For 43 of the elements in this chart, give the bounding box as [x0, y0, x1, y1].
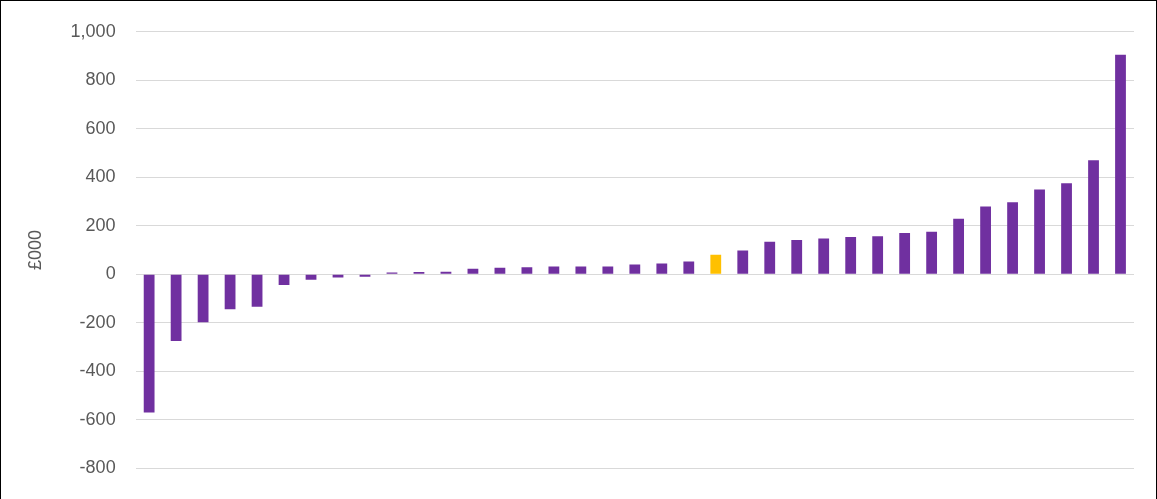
bar	[467, 268, 479, 274]
bar	[791, 240, 803, 274]
bar	[197, 274, 209, 323]
bar	[764, 241, 776, 274]
bar	[602, 266, 614, 274]
bar	[224, 274, 236, 310]
bar	[656, 263, 668, 274]
bar	[737, 250, 749, 274]
bar	[575, 266, 587, 274]
y-tick-label: 1,000	[70, 20, 116, 41]
bar	[548, 266, 560, 274]
y-tick-label: -600	[79, 408, 116, 429]
y-tick-label: -800	[79, 457, 116, 478]
y-tick-label: 0	[105, 263, 116, 284]
bar	[494, 267, 506, 274]
bar	[1115, 54, 1126, 274]
y-tick-label: 400	[85, 166, 116, 187]
bar	[845, 236, 857, 274]
bar	[710, 254, 722, 274]
bar	[305, 274, 317, 280]
bar	[143, 274, 155, 413]
bar	[683, 261, 695, 274]
bar	[980, 206, 991, 274]
bar	[1088, 160, 1099, 274]
bar	[629, 264, 641, 274]
y-tick-label: -400	[79, 360, 116, 381]
bar	[1034, 189, 1045, 274]
y-tick-label: 200	[85, 214, 116, 235]
bar	[170, 274, 182, 341]
bar	[899, 233, 911, 274]
y-tick-label: 800	[85, 69, 116, 90]
bar	[278, 274, 290, 285]
bar	[1061, 183, 1072, 274]
bar	[1007, 202, 1018, 274]
y-tick-label: 600	[85, 117, 116, 138]
bar	[926, 231, 938, 274]
bar	[872, 236, 884, 274]
bar	[251, 274, 263, 307]
bar	[521, 267, 533, 274]
bar	[953, 218, 965, 274]
bar	[818, 238, 830, 274]
y-tick-label: -200	[79, 311, 116, 332]
y-axis-title: £000	[24, 229, 45, 271]
